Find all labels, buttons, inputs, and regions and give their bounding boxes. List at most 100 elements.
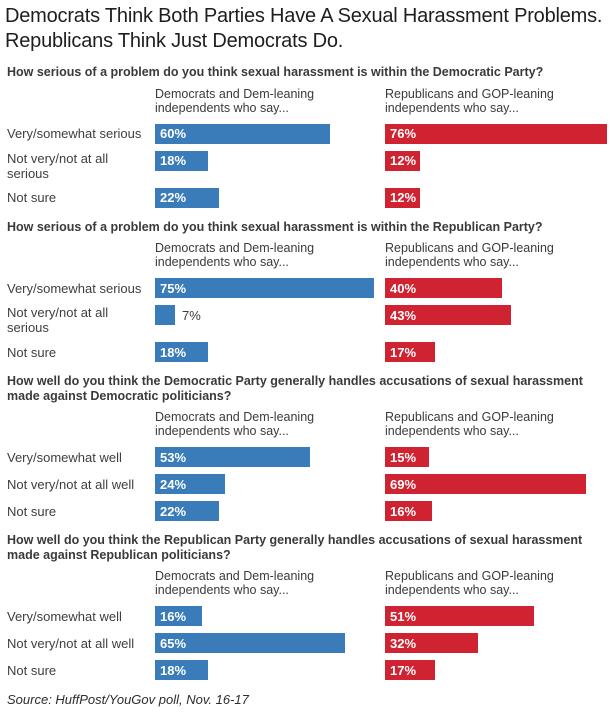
gop-bar: 76% xyxy=(385,123,607,144)
block-grid: Democrats and Dem-leaning independents w… xyxy=(7,410,606,521)
question-blocks-container: How serious of a problem do you think se… xyxy=(5,65,607,680)
dem-bar-cell: 65% xyxy=(155,633,385,653)
bar-value-label: 53% xyxy=(160,449,187,465)
gop-bar: 17% xyxy=(385,342,435,362)
bar-value-label: 18% xyxy=(160,662,187,678)
dem-bar-cell: 7% xyxy=(155,305,385,325)
gop-column-header: Republicans and GOP-leaning independents… xyxy=(385,86,554,115)
gop-bar-cell: 69% xyxy=(385,474,610,494)
dem-bar: 24% xyxy=(155,474,225,494)
question-heading: How serious of a problem do you think se… xyxy=(7,219,543,234)
bar-value-label: 12% xyxy=(390,190,417,205)
gop-column-header: Republicans and GOP-leaning independents… xyxy=(385,241,554,269)
bar-value-label: 40% xyxy=(390,280,417,296)
question-block: How serious of a problem do you think se… xyxy=(5,219,606,362)
dem-bar: 60% xyxy=(155,123,330,144)
bar-value-label: 7% xyxy=(182,307,201,323)
gop-bar: 51% xyxy=(385,606,534,626)
category-label: Very/somewhat serious xyxy=(7,126,142,141)
category-label: Not very/not at all well xyxy=(7,476,135,492)
bar-value-label: 43% xyxy=(390,307,417,323)
bar-value-label: 51% xyxy=(390,608,417,624)
dem-bar: 22% xyxy=(155,187,219,208)
dem-bar: 18% xyxy=(155,150,208,171)
gop-bar-cell: 51% xyxy=(385,606,610,626)
bar-value-label: 12% xyxy=(390,153,417,168)
dem-bar: 75% xyxy=(155,278,374,298)
question-heading: How well do you think the Democratic Par… xyxy=(7,374,583,403)
gop-bar: 69% xyxy=(385,474,586,494)
header-spacer xyxy=(7,241,155,271)
block-grid: Democrats and Dem-leaning independents w… xyxy=(7,569,606,680)
bar-value-label: 60% xyxy=(160,126,187,141)
dem-bar: 53% xyxy=(155,447,310,467)
bar-value-label: 22% xyxy=(160,190,187,205)
category-label: Very/somewhat well xyxy=(7,608,122,624)
dem-bar-cell: 22% xyxy=(155,501,385,521)
header-spacer xyxy=(7,410,155,440)
category-label: Not very/not at all serious xyxy=(7,305,109,335)
page-title: Democrats Think Both Parties Have A Sexu… xyxy=(5,5,603,52)
bar-value-label: 17% xyxy=(390,662,417,678)
dem-bar: 18% xyxy=(155,342,208,362)
gop-bar-cell: 12% xyxy=(385,150,610,171)
bar-value-label: 24% xyxy=(160,476,187,492)
dem-bar-cell: 75% xyxy=(155,278,385,298)
gop-bar: 32% xyxy=(385,633,478,653)
gop-bar-cell: 76% xyxy=(385,123,610,144)
gop-bar-cell: 15% xyxy=(385,447,610,467)
source-attribution: Source: HuffPost/YouGov poll, Nov. 16-17 xyxy=(7,692,249,707)
bar-value-label: 22% xyxy=(160,503,187,519)
category-label: Not sure xyxy=(7,503,57,519)
question-heading: How serious of a problem do you think se… xyxy=(7,65,544,79)
dem-bar-cell: 18% xyxy=(155,150,385,171)
category-label: Not sure xyxy=(7,190,57,205)
question-heading: How well do you think the Republican Par… xyxy=(7,533,583,562)
dem-bar xyxy=(155,305,175,325)
dem-bar-cell: 24% xyxy=(155,474,385,494)
category-label: Not sure xyxy=(7,344,57,360)
dem-bar: 16% xyxy=(155,606,202,626)
gop-bar: 15% xyxy=(385,447,429,467)
dem-column-header: Democrats and Dem-leaning independents w… xyxy=(155,569,315,597)
dem-column-header: Democrats and Dem-leaning independents w… xyxy=(155,410,315,438)
bar-value-label: 15% xyxy=(390,449,417,465)
bar-value-label: 16% xyxy=(160,608,187,624)
dem-bar-cell: 53% xyxy=(155,447,385,467)
gop-bar-cell: 17% xyxy=(385,342,610,362)
bar-value-label: 18% xyxy=(160,153,187,168)
header-spacer xyxy=(7,87,155,117)
gop-bar: 12% xyxy=(385,150,420,171)
question-block: How well do you think the Democratic Par… xyxy=(5,374,606,521)
gop-bar-cell: 17% xyxy=(385,660,610,680)
gop-bar: 43% xyxy=(385,305,511,325)
question-block: How serious of a problem do you think se… xyxy=(5,65,607,208)
gop-bar-cell: 12% xyxy=(385,187,610,208)
bar-value-label: 18% xyxy=(160,344,187,360)
category-label: Very/somewhat serious xyxy=(7,280,142,296)
dem-bar-cell: 18% xyxy=(155,342,385,362)
category-label: Not very/not at all serious xyxy=(7,150,109,181)
gop-bar-cell: 16% xyxy=(385,501,610,521)
question-block: How well do you think the Republican Par… xyxy=(5,533,606,680)
bar-value-label: 32% xyxy=(390,635,417,651)
block-grid: Democrats and Dem-leaning independents w… xyxy=(7,87,607,208)
dem-bar-cell: 22% xyxy=(155,187,385,208)
dem-bar-cell: 16% xyxy=(155,606,385,626)
block-grid: Democrats and Dem-leaning independents w… xyxy=(7,241,606,362)
gop-bar: 17% xyxy=(385,660,435,680)
gop-column-header: Republicans and GOP-leaning independents… xyxy=(385,410,554,438)
category-label: Not sure xyxy=(7,662,57,678)
gop-bar: 16% xyxy=(385,501,432,521)
bar-value-label: 69% xyxy=(390,476,417,492)
gop-bar-cell: 40% xyxy=(385,278,610,298)
bar-value-label: 65% xyxy=(160,635,187,651)
dem-bar-cell: 18% xyxy=(155,660,385,680)
header-spacer xyxy=(7,569,155,599)
bar-value-label: 17% xyxy=(390,344,417,360)
bar-value-label: 16% xyxy=(390,503,417,519)
dem-bar-cell: 60% xyxy=(155,123,385,144)
gop-bar: 12% xyxy=(385,187,420,208)
category-label: Not very/not at all well xyxy=(7,635,135,651)
gop-bar-cell: 43% xyxy=(385,305,610,325)
